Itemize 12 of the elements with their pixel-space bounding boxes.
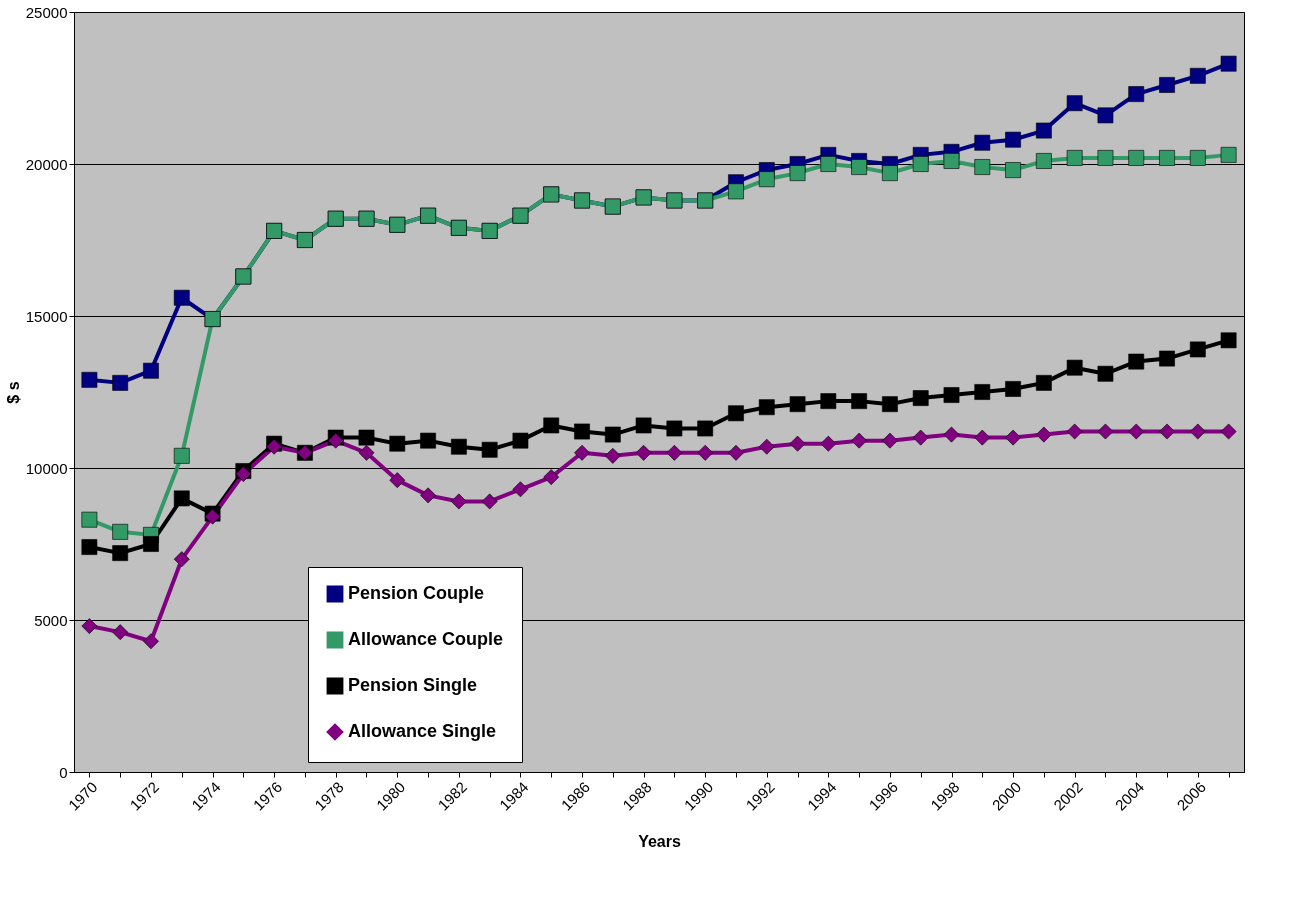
y-tick-label: 0 xyxy=(59,763,68,781)
y-tick-label: 5000 xyxy=(34,611,68,629)
legend-label: Allowance Single xyxy=(348,721,497,741)
y-axis-title: $ s xyxy=(4,381,22,404)
legend-label: Allowance Couple xyxy=(348,629,504,649)
y-tick-label: 10000 xyxy=(25,459,68,477)
y-tick-label: 25000 xyxy=(25,3,68,21)
y-tick-label: 15000 xyxy=(25,307,68,325)
legend-label: Pension Single xyxy=(348,675,478,695)
y-tick-label: 20000 xyxy=(25,155,68,173)
legend-label: Pension Couple xyxy=(348,583,485,603)
x-axis-title: Years xyxy=(638,832,681,850)
